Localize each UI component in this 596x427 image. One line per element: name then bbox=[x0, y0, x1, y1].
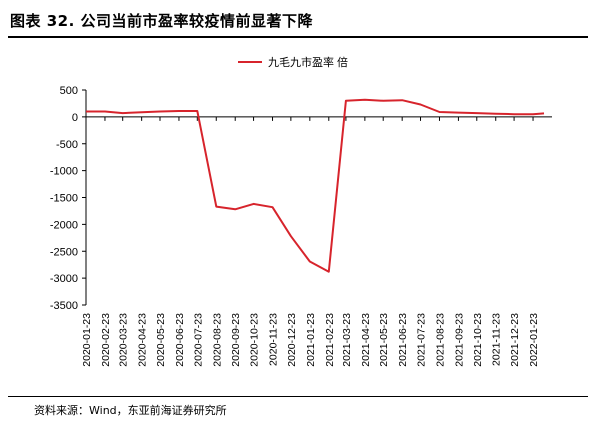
x-tick-label: 2020-05-23 bbox=[155, 313, 167, 367]
y-tick-label: 500 bbox=[60, 85, 78, 97]
x-tick-label: 2021-12-23 bbox=[509, 313, 521, 367]
x-tick-label: 2021-04-23 bbox=[360, 313, 372, 367]
y-tick-label: -1000 bbox=[50, 166, 78, 178]
x-tick-label: 2021-10-23 bbox=[472, 313, 484, 367]
x-tick-label: 2021-03-23 bbox=[341, 313, 353, 367]
plot-area bbox=[86, 98, 545, 273]
x-tick-label: 2021-05-23 bbox=[378, 313, 390, 367]
title-underline bbox=[8, 36, 588, 38]
x-tick-label: 2021-08-23 bbox=[434, 313, 446, 367]
y-tick-label: -2500 bbox=[50, 246, 78, 258]
legend-label: 九毛九市盈率 倍 bbox=[268, 55, 348, 69]
y-tick-label: -1500 bbox=[50, 193, 78, 205]
y-tick-label: 0 bbox=[72, 112, 78, 124]
y-tick-label: -2000 bbox=[50, 219, 78, 231]
x-tick-label: 2020-04-23 bbox=[137, 313, 149, 367]
x-tick-label: 2021-11-23 bbox=[491, 313, 503, 366]
legend: 九毛九市盈率 倍 bbox=[238, 55, 348, 69]
x-axis: 2020-01-23 2020-02-23 2020-03-23 2020-04-23… bbox=[81, 116, 552, 367]
x-tick-label: 2020-01-23 bbox=[81, 313, 93, 367]
x-tick-label: 2020-10-23 bbox=[249, 313, 261, 367]
series-line bbox=[86, 98, 545, 273]
title-bar: 图表 32. 公司当前市盈率较疫情前显著下降 bbox=[8, 6, 588, 38]
x-tick-label: 2020-06-23 bbox=[174, 313, 186, 367]
source-note: 资料来源：Wind，东亚前海证券研究所 bbox=[34, 404, 227, 417]
y-tick-label: -3500 bbox=[50, 300, 78, 312]
x-tick-label: 2021-07-23 bbox=[416, 313, 428, 367]
x-tick-label: 2020-03-23 bbox=[118, 313, 130, 367]
x-tick-label: 2020-08-23 bbox=[211, 313, 223, 367]
chart-area: 九毛九市盈率 倍 500 0 -500 -1000 -1500 -2000 -2500 -30… bbox=[50, 55, 552, 367]
x-tick-label: 2020-07-23 bbox=[192, 313, 204, 367]
chart-title: 图表 32. 公司当前市盈率较疫情前显著下降 bbox=[10, 12, 314, 30]
x-tick-label: 2021-09-23 bbox=[453, 313, 465, 367]
x-tick-label: 2021-06-23 bbox=[397, 313, 409, 367]
x-tick-label: 2020-09-23 bbox=[230, 313, 242, 367]
y-tick-label: -500 bbox=[56, 139, 78, 151]
footer-rule bbox=[8, 396, 588, 397]
y-tick-label: -3000 bbox=[50, 273, 78, 285]
x-tick-label: 2021-01-23 bbox=[305, 313, 317, 367]
x-tick-label: 2020-11-23 bbox=[268, 313, 280, 366]
x-tick-label: 2022-01-23 bbox=[528, 313, 540, 367]
x-tick-label: 2020-12-23 bbox=[286, 313, 298, 367]
x-tick-label: 2020-02-23 bbox=[100, 313, 112, 367]
x-tick-label: 2021-02-23 bbox=[324, 313, 336, 367]
y-axis: 500 0 -500 -1000 -1500 -2000 -2500 -3000 -3500 bbox=[50, 85, 87, 312]
